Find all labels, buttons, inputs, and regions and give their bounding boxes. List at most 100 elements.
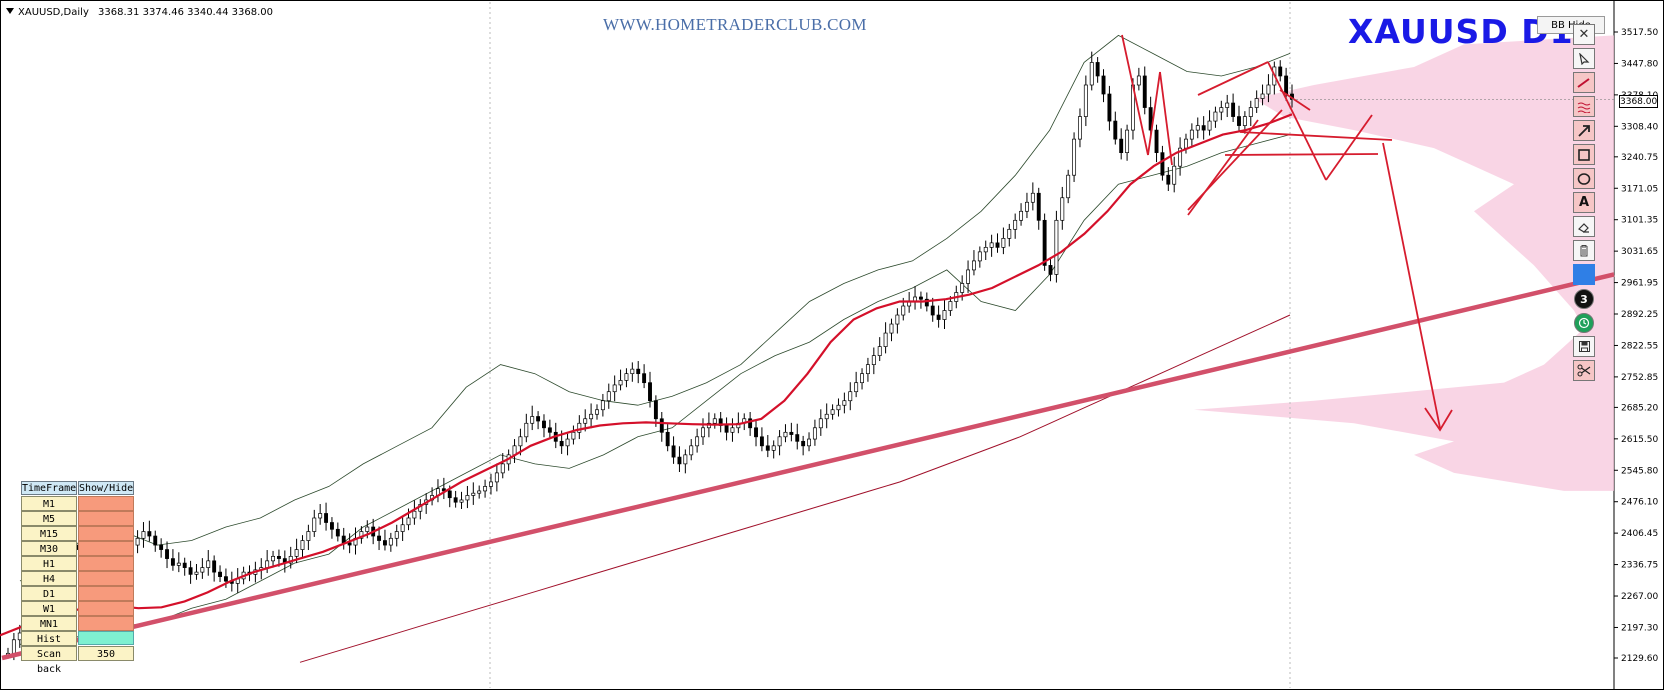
candle-body bbox=[1172, 165, 1177, 185]
candle-body bbox=[577, 422, 582, 433]
tf-toggle-m30[interactable] bbox=[78, 541, 134, 556]
dropdown-triangle-icon[interactable] bbox=[6, 8, 14, 14]
candle-body bbox=[400, 524, 405, 532]
tf-row-label: M5 bbox=[21, 511, 77, 526]
y-tick-label: 2685.20 bbox=[1621, 403, 1658, 413]
y-tick-label: 2197.30 bbox=[1621, 623, 1658, 633]
candle-body bbox=[483, 486, 488, 492]
candle-body bbox=[300, 540, 305, 550]
pencil-icon[interactable] bbox=[1573, 72, 1595, 93]
text-icon[interactable]: A bbox=[1573, 192, 1595, 213]
watermark-text: WWW.HOMETRADERCLUB.COM bbox=[603, 15, 867, 34]
arrow-line-icon[interactable] bbox=[1573, 120, 1595, 141]
eraser-icon[interactable] bbox=[1573, 216, 1595, 237]
tf-toggle-mn1[interactable] bbox=[78, 616, 134, 631]
candle-body bbox=[1178, 147, 1183, 167]
candle-body bbox=[1060, 197, 1065, 221]
y-tick-label: 2961.95 bbox=[1621, 279, 1658, 289]
analysis-line bbox=[1197, 61, 1269, 96]
cursor-icon[interactable] bbox=[1573, 48, 1595, 69]
current-price-tag: 3368.00 bbox=[1619, 95, 1658, 108]
trash-icon[interactable] bbox=[1573, 240, 1595, 261]
tf-row-label: W1 bbox=[21, 601, 77, 616]
candle-body bbox=[388, 537, 393, 546]
candle-body bbox=[536, 416, 541, 422]
tf-row-label: M1 bbox=[21, 496, 77, 511]
candle-body bbox=[659, 418, 664, 433]
analysis-line bbox=[1159, 71, 1173, 166]
tf-toggle-m1[interactable] bbox=[78, 496, 134, 511]
candle-body bbox=[489, 481, 493, 487]
candle-body bbox=[765, 445, 770, 451]
y-tick-label: 2892.25 bbox=[1621, 310, 1658, 320]
candle-body bbox=[153, 535, 158, 546]
candle-body bbox=[294, 549, 299, 557]
hist-show-toggle[interactable] bbox=[78, 631, 134, 645]
number-icon[interactable]: 3 bbox=[1574, 289, 1594, 309]
candle-body bbox=[271, 555, 275, 562]
candle-body bbox=[612, 384, 617, 393]
timer-icon[interactable] bbox=[1574, 313, 1594, 333]
candle-body bbox=[618, 380, 623, 386]
ellipse-icon[interactable] bbox=[1573, 168, 1595, 189]
candle-body bbox=[194, 571, 199, 575]
tf-toggle-m5[interactable] bbox=[78, 511, 134, 526]
rectangle-icon[interactable] bbox=[1573, 144, 1595, 165]
candle-body bbox=[1207, 120, 1212, 131]
analysis-line bbox=[1187, 119, 1259, 216]
candle-body bbox=[394, 531, 399, 539]
save-icon[interactable] bbox=[1573, 336, 1595, 357]
candle-body bbox=[1066, 174, 1071, 199]
tf-toggle-w1[interactable] bbox=[78, 601, 134, 616]
y-tick-label: 3031.65 bbox=[1621, 247, 1658, 257]
tf-toggle-m15[interactable] bbox=[78, 526, 134, 541]
analysis-line bbox=[1187, 109, 1283, 211]
close-icon[interactable]: ✕ bbox=[1573, 24, 1595, 45]
candle-body bbox=[1007, 228, 1012, 239]
candle-body bbox=[1278, 66, 1283, 77]
candle-body bbox=[265, 560, 270, 568]
candle-body bbox=[1078, 116, 1082, 140]
candle-body bbox=[665, 431, 670, 447]
candle-body bbox=[989, 242, 994, 248]
candle-body bbox=[1148, 107, 1153, 131]
candle-body bbox=[1213, 111, 1218, 122]
tf-toggle-d1[interactable] bbox=[78, 586, 134, 601]
candle-body bbox=[653, 400, 658, 420]
candle-body bbox=[730, 427, 735, 433]
color-swatch-icon[interactable] bbox=[1573, 264, 1595, 285]
candle-body bbox=[141, 531, 146, 539]
candle-body bbox=[871, 355, 876, 365]
y-tick-label: 3517.50 bbox=[1621, 28, 1658, 38]
candle-body bbox=[1095, 62, 1100, 77]
candle-body bbox=[377, 535, 382, 541]
candle-body bbox=[1013, 219, 1018, 230]
candle-body bbox=[895, 314, 900, 325]
tf-toggle-h4[interactable] bbox=[78, 571, 134, 586]
candle-body bbox=[630, 368, 635, 375]
candle-body bbox=[1254, 98, 1259, 108]
fibonacci-icon[interactable] bbox=[1573, 96, 1595, 117]
candle-body bbox=[842, 400, 847, 406]
tf-row-label: M30 bbox=[21, 541, 77, 556]
candle-body bbox=[695, 436, 700, 447]
projection-arrow-shaft bbox=[1382, 142, 1441, 429]
candle-body bbox=[860, 373, 864, 384]
scissors-icon[interactable] bbox=[1573, 360, 1595, 381]
candle-body bbox=[930, 305, 935, 316]
moving-average-red bbox=[0, 113, 1293, 637]
y-tick-label: 2267.00 bbox=[1621, 592, 1658, 602]
candle-body bbox=[812, 427, 817, 440]
candle-body bbox=[559, 440, 564, 447]
tf-toggle-h1[interactable] bbox=[78, 556, 134, 571]
y-tick-label: 3240.75 bbox=[1621, 153, 1658, 163]
candle-body bbox=[565, 438, 570, 447]
candle-body bbox=[176, 562, 181, 566]
y-tick-label: 2545.80 bbox=[1621, 466, 1658, 476]
candle-body bbox=[465, 495, 470, 501]
analysis-line bbox=[1224, 153, 1379, 156]
candle-body bbox=[447, 490, 452, 499]
scan-back-value[interactable]: 350 bbox=[78, 646, 134, 661]
candle-body bbox=[329, 522, 334, 530]
